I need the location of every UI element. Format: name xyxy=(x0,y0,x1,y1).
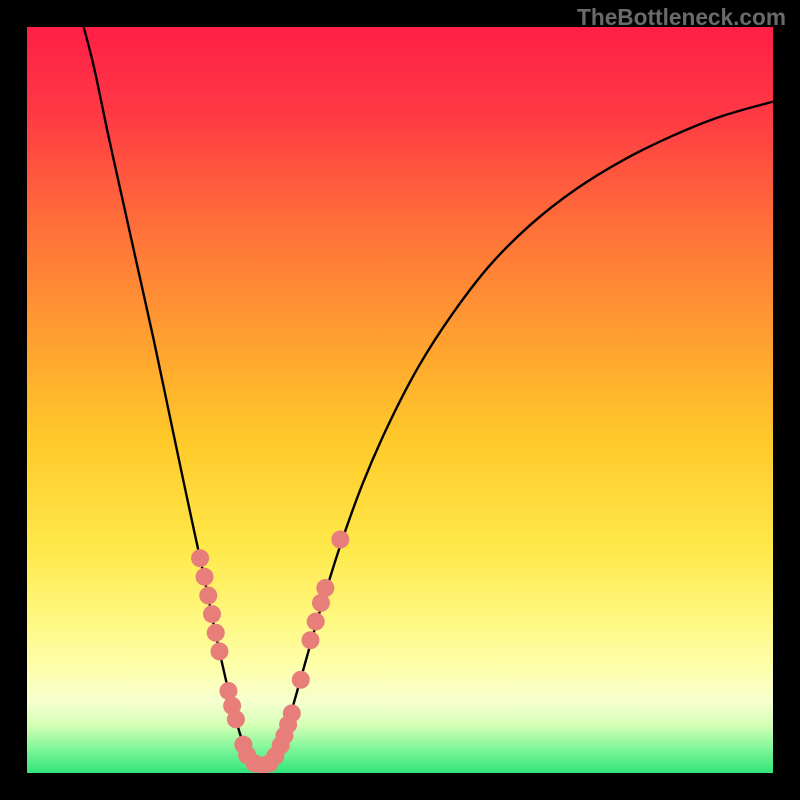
plot-container xyxy=(0,0,800,800)
gradient-background xyxy=(27,27,773,773)
plot-area xyxy=(27,27,773,773)
watermark-label: TheBottleneck.com xyxy=(577,4,786,31)
